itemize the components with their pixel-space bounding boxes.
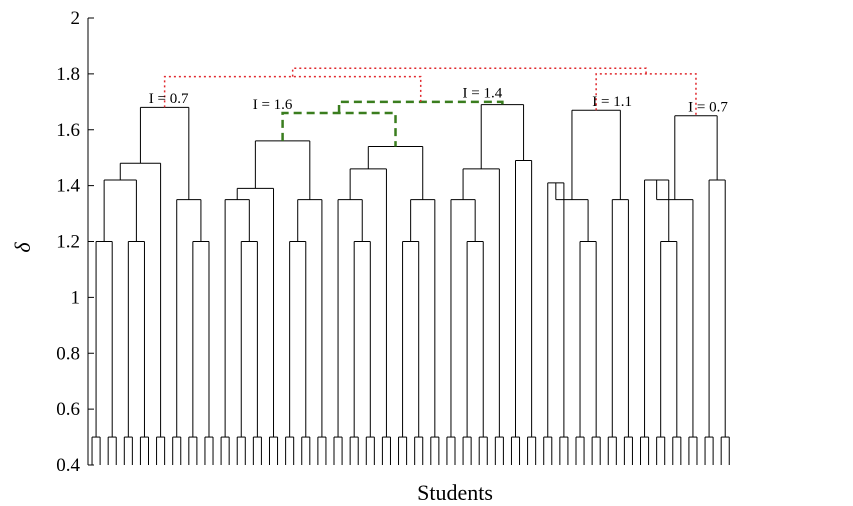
y-ticks: 0.4 0.6 0.8 1 1.2 1.4 1.6 1.8 2 <box>56 8 94 476</box>
cluster-link <box>281 111 397 147</box>
cluster-link <box>595 73 697 116</box>
annotations: I = 0.7 I = 1.6 I = 1.4 I = 1.1 I = 0.7 <box>149 86 729 116</box>
y-axis-title: δ <box>10 242 35 253</box>
y-tick-label: 1.6 <box>56 120 80 141</box>
cluster-links <box>163 67 697 147</box>
y-tick-label: 0.8 <box>56 343 80 364</box>
y-tick-label: 2 <box>71 8 81 29</box>
cluster-annotation: I = 1.1 <box>592 94 632 110</box>
cluster-link <box>291 67 647 77</box>
cluster-annotation: I = 1.4 <box>463 86 503 102</box>
y-tick-label: 1 <box>71 287 81 308</box>
y-tick-label: 1.2 <box>56 232 80 253</box>
dendrogram-tree <box>91 104 730 465</box>
cluster-annotation: I = 0.7 <box>149 91 189 107</box>
cluster-annotation: I = 0.7 <box>688 100 728 116</box>
y-tick-label: 0.6 <box>56 399 80 420</box>
cluster-annotation: I = 1.6 <box>253 97 293 113</box>
cluster-link <box>337 100 504 113</box>
y-tick-label: 1.8 <box>56 64 80 85</box>
x-axis-title: Students <box>417 480 493 505</box>
cluster-link <box>163 75 422 108</box>
y-tick-label: 0.4 <box>56 455 80 476</box>
y-tick-label: 1.4 <box>56 176 80 197</box>
